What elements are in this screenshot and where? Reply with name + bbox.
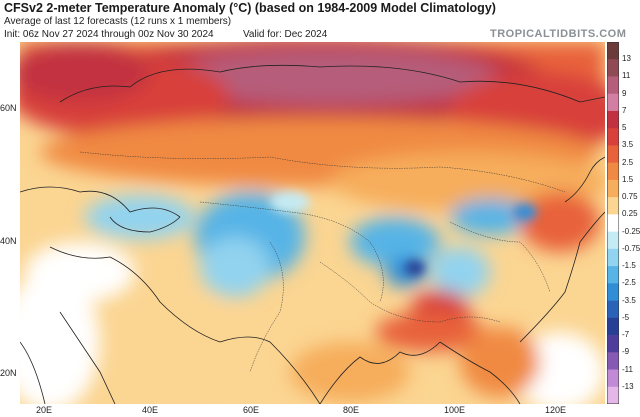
- colorbar-swatch: [607, 335, 619, 353]
- colorbar-swatch: [607, 179, 619, 198]
- colorbar-swatch: [607, 300, 619, 319]
- lon-label-80e: 80E: [343, 405, 360, 415]
- colorbar-swatch: [607, 283, 619, 301]
- colorbar-swatch: [607, 317, 619, 336]
- colorbar-swatch: [607, 145, 619, 163]
- map-subtitle: Average of last 12 forecasts (12 runs x …: [4, 16, 232, 27]
- lon-label-20e: 20E: [36, 405, 53, 415]
- colorbar-label: -0.25: [622, 226, 640, 236]
- coastlines: [20, 64, 605, 404]
- colorbar-label: -0.75: [622, 243, 640, 253]
- colorbar-swatch: [607, 231, 619, 250]
- colorbar-label: -5: [622, 312, 630, 322]
- map-title: CFSv2 2-meter Temperature Anomaly (°C) (…: [4, 1, 496, 15]
- lon-label-100e: 100E: [444, 405, 466, 415]
- lon-label-60e: 60E: [243, 405, 260, 415]
- colorbar-label: -13: [622, 381, 634, 391]
- colorbar-label: -11: [622, 364, 633, 374]
- colorbar-swatch: [607, 352, 619, 370]
- colorbar-label: -1.5: [622, 261, 636, 271]
- valid-time: Valid for: Dec 2024: [243, 29, 328, 40]
- colorbar-label: 0.25: [622, 209, 638, 219]
- init-time: Init: 06z Nov 27 2024 through 00z Nov 30…: [4, 29, 214, 40]
- colorbar-label: 9: [622, 88, 627, 98]
- colorbar-swatch: [607, 93, 619, 112]
- lon-label-120e: 120E: [545, 405, 567, 415]
- colorbar-label: 1.5: [622, 174, 634, 184]
- colorbar-swatch: [607, 386, 619, 404]
- anomaly-field: [20, 42, 605, 404]
- colorbar-swatch: [607, 128, 619, 146]
- colorbar-label: -3.5: [622, 295, 636, 305]
- colorbar-swatch: [607, 197, 619, 215]
- colorbar-label: 11: [622, 71, 631, 81]
- anomaly-detail: [270, 192, 537, 276]
- colorbar-swatch: [607, 76, 619, 95]
- colorbar-swatch: [607, 162, 619, 181]
- colorbar-swatch: [607, 248, 619, 267]
- colorbar-label: 2.5: [622, 157, 634, 167]
- header: CFSv2 2-meter Temperature Anomaly (°C) (…: [0, 0, 640, 42]
- colorbar-label: -9: [622, 347, 630, 357]
- colorbar-label: 5: [622, 123, 627, 133]
- colorbar-label: 13: [622, 54, 631, 64]
- anomaly-map[interactable]: [20, 42, 605, 404]
- brand-watermark: TROPICALTIDBITS.COM: [490, 28, 627, 40]
- colorbar: [607, 42, 619, 404]
- colorbar-swatch: [607, 214, 619, 232]
- colorbar-swatch: [607, 266, 619, 284]
- colorbar-label: 0.75: [622, 192, 638, 202]
- lat-label-40n: 40N: [0, 236, 17, 246]
- colorbar-label: -2.5: [622, 278, 636, 288]
- colorbar-label: -7: [622, 330, 630, 340]
- colorbar-label: 3.5: [622, 140, 634, 150]
- colorbar-label: 7: [622, 105, 627, 115]
- colorbar-swatch: [607, 110, 619, 129]
- country-borders: [79, 151, 566, 373]
- lon-label-40e: 40E: [142, 405, 159, 415]
- colorbar-swatch: [607, 42, 619, 60]
- colorbar-swatch: [607, 369, 619, 388]
- lat-label-20n: 20N: [0, 368, 17, 378]
- colorbar-swatch: [607, 59, 619, 77]
- lat-label-60n: 60N: [0, 103, 17, 113]
